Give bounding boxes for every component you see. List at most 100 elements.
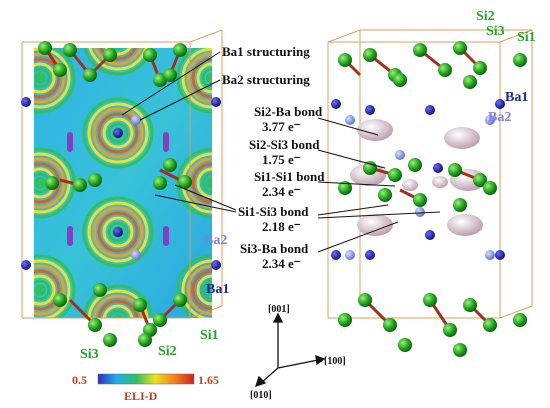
contour: [88, 48, 148, 71]
ba2-atom: [485, 115, 495, 125]
ba2-atom: [345, 250, 355, 260]
si-atom: [103, 333, 117, 347]
ba2-atom: [345, 115, 355, 125]
contour: [34, 279, 51, 301]
contour: [97, 112, 139, 154]
contour: [97, 299, 139, 318]
si-atom: [83, 68, 97, 82]
si-atom: [513, 53, 527, 67]
si-atom: [453, 198, 467, 212]
si-atom: [143, 48, 157, 62]
si-atom: [363, 48, 377, 62]
ba2-atom: [131, 250, 141, 260]
contour: [186, 264, 212, 316]
basin: [357, 214, 393, 236]
ba1-atom: [331, 250, 341, 260]
contour: [93, 48, 143, 66]
ba1-atom: [495, 250, 505, 260]
contour-core: [206, 72, 212, 84]
annotation-value: 3.77 e⁻: [262, 119, 301, 134]
ba2-atom: [131, 115, 141, 125]
si-atom: [153, 176, 167, 190]
contour: [97, 211, 139, 253]
si-atom: [473, 173, 487, 187]
colorbar-title: ELI-D: [124, 389, 158, 403]
leader-lines: [121, 51, 441, 253]
axis-label: [010]: [250, 390, 272, 401]
ba1-atom: [365, 250, 375, 260]
contour-core: [206, 284, 212, 296]
si-atom: [88, 173, 102, 187]
atom-label: Si3: [486, 24, 505, 39]
basin: [402, 179, 418, 191]
si-atom: [413, 193, 427, 207]
contour: [34, 264, 66, 316]
contour-core: [34, 72, 46, 84]
ba1-atom: [425, 230, 435, 240]
colorbar-min: 0.5: [72, 373, 87, 387]
contour: [191, 162, 212, 204]
si-atom: [378, 188, 392, 202]
basin: [444, 127, 480, 149]
si-atom: [163, 68, 177, 82]
ba1-atom: [331, 99, 341, 109]
contour: [87, 201, 149, 263]
annotation-value: 1.75 e⁻: [262, 152, 301, 167]
basin: [357, 119, 393, 141]
si-atom: [53, 293, 67, 307]
si-atom: [338, 181, 352, 195]
ba1-atom: [425, 105, 435, 115]
basin: [163, 132, 169, 152]
contour: [34, 254, 76, 318]
si-atom: [398, 338, 412, 352]
si-atom: [473, 61, 487, 75]
contour: [87, 289, 149, 318]
atom-label: Ba2: [204, 233, 227, 248]
si-atom: [408, 158, 422, 172]
si-atom: [513, 313, 527, 327]
si-atom: [153, 313, 167, 327]
contour: [104, 48, 132, 56]
ba1-atom: [21, 260, 31, 270]
contour: [92, 107, 144, 159]
si-atom: [133, 298, 147, 312]
si-atom: [423, 293, 437, 307]
si-atom: [93, 283, 107, 297]
si-atom: [53, 63, 67, 77]
si-atom: [388, 168, 402, 182]
contour: [107, 309, 129, 318]
contour: [34, 259, 71, 318]
contour: [82, 196, 154, 268]
colorbar: [97, 373, 195, 385]
si-atom: [453, 41, 467, 55]
contour: [176, 48, 212, 114]
contour: [87, 102, 149, 164]
atoms: [21, 41, 527, 357]
contour: [201, 67, 212, 89]
contour: [102, 117, 134, 149]
ba1-atom: [211, 260, 221, 270]
ba1-atom: [365, 105, 375, 115]
si-atom: [463, 75, 477, 89]
contour: [201, 172, 212, 194]
si-atom: [103, 48, 117, 62]
si-atom: [483, 318, 497, 332]
contour: [107, 221, 129, 243]
annotation-value: 2.34 e⁻: [262, 184, 301, 199]
ba1-atom: [433, 163, 443, 173]
si-atom: [438, 63, 452, 77]
annotation: Si3-Ba bond: [240, 241, 309, 256]
contour: [92, 294, 144, 318]
contour-core: [112, 314, 124, 318]
si-atom: [173, 293, 187, 307]
contour: [82, 97, 154, 169]
si-atom: [88, 318, 102, 332]
ba2-atom: [485, 250, 495, 260]
contour: [34, 274, 56, 306]
atom-label: Ba1: [505, 90, 528, 105]
contour: [82, 284, 154, 318]
ba1-atom: [21, 97, 31, 107]
si-atom: [163, 158, 177, 172]
si-atom: [45, 176, 59, 190]
ba2-atom: [415, 207, 425, 217]
